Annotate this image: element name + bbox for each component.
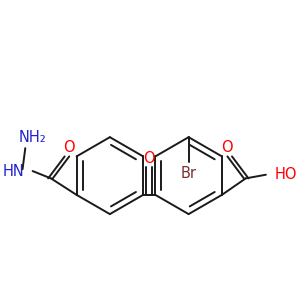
Text: Br: Br	[181, 166, 196, 181]
Text: HN: HN	[3, 164, 24, 178]
Text: NH₂: NH₂	[19, 130, 46, 145]
Text: O: O	[143, 151, 155, 166]
Text: O: O	[221, 140, 232, 155]
Text: HO: HO	[275, 167, 298, 182]
Text: O: O	[63, 140, 75, 155]
